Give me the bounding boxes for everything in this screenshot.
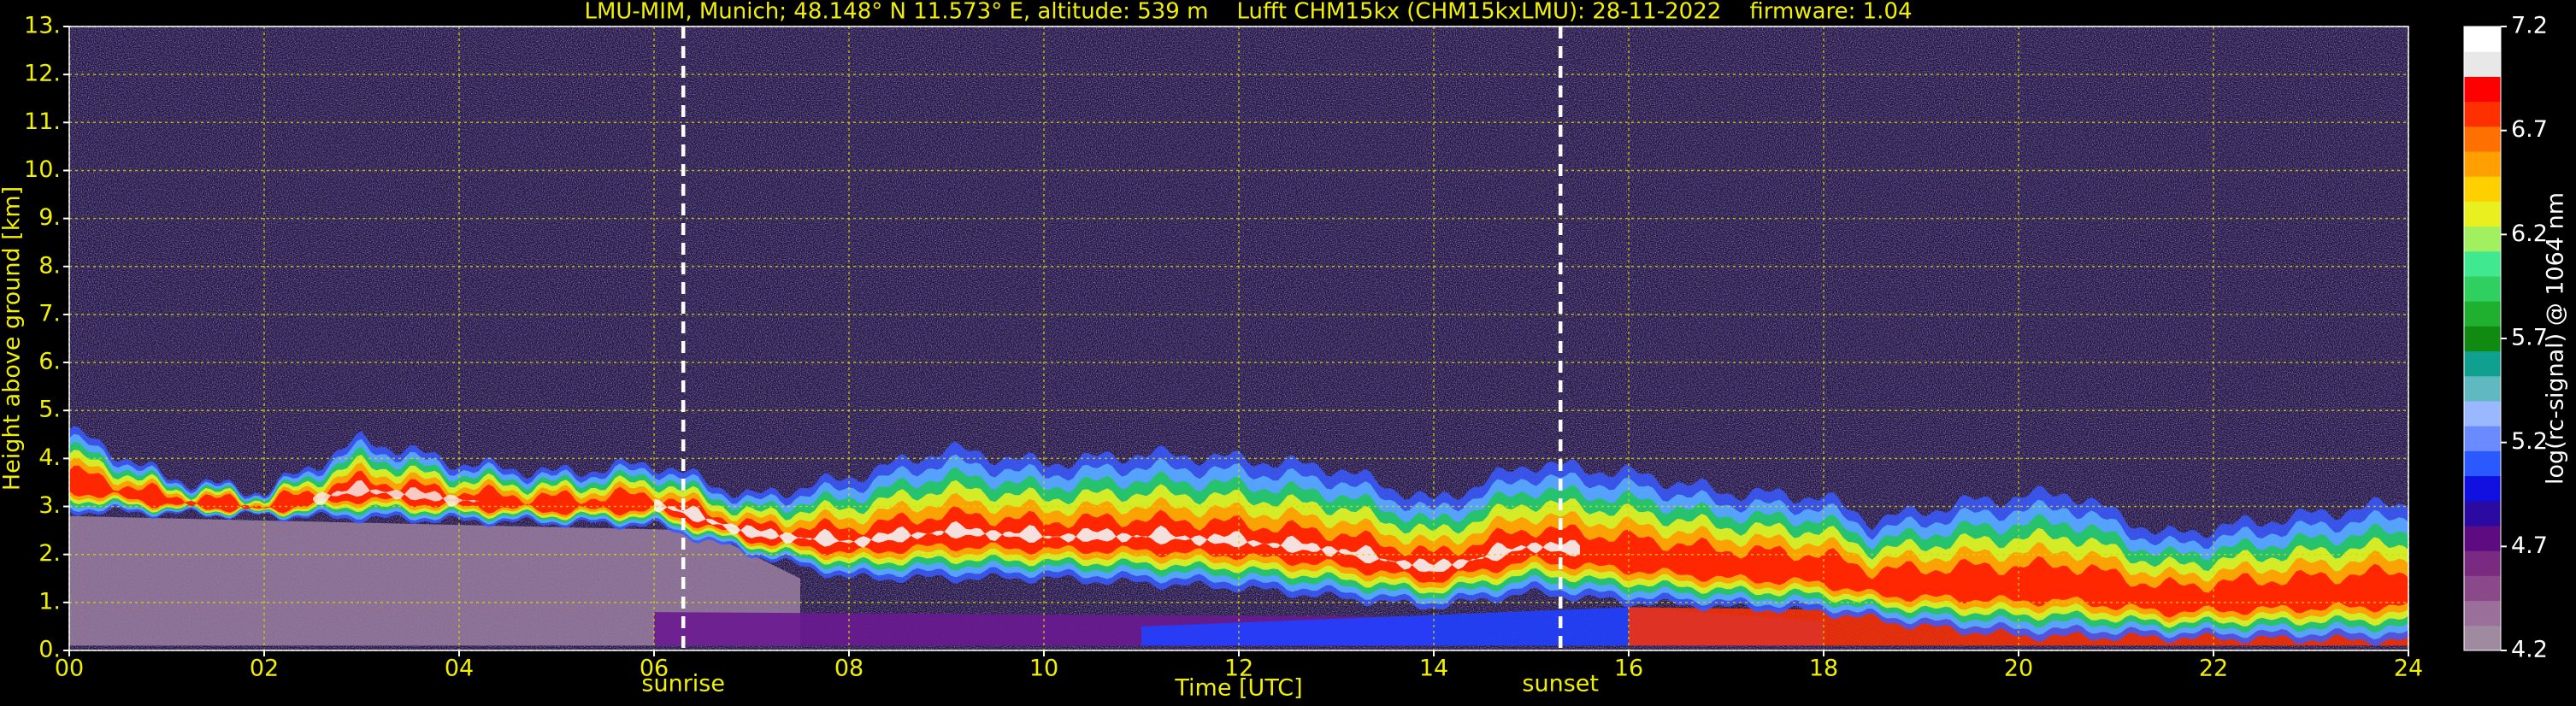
x-tick-label: 24 [2394, 656, 2423, 682]
y-tick-label: 13. [24, 13, 61, 39]
x-tick-label: 10 [1029, 656, 1058, 682]
colorbar-tick-label: 4.7 [2511, 532, 2548, 559]
y-axis-label: Height above ground [km] [0, 186, 26, 491]
heatmap-region [69, 515, 800, 646]
heatmap-layer [313, 479, 479, 507]
colorbar-tick-label: 7.2 [2511, 13, 2548, 39]
x-tick-label: 04 [445, 656, 474, 682]
x-tick-label: 22 [2199, 656, 2228, 682]
colorbar-segment [2464, 350, 2501, 377]
colorbar-segment [2464, 550, 2501, 576]
axes: 00 02 04 06 08 10 12 14 16 18 20 22 24 0. 1. 2. 3. 4. 5. 6.… [24, 13, 2548, 697]
colorbar-segment [2464, 600, 2501, 627]
y-tick-label: 0. [38, 637, 61, 663]
y-tick-label: 12. [24, 61, 61, 87]
colorbar-segment [2464, 500, 2501, 527]
x-tick-label: 12 [1224, 656, 1253, 682]
x-tick-label: 16 [1614, 656, 1643, 682]
x-tick-label: 20 [2004, 656, 2033, 682]
annotation-label: sunrise [641, 671, 725, 697]
colorbar-segment [2464, 151, 2501, 177]
y-tick-label: 10. [24, 156, 61, 183]
chart-title: LMU-MIM, Munich; 48.148° N 11.573° E, al… [584, 0, 1912, 25]
colorbar-segment [2464, 401, 2501, 427]
colorbar-segment [2464, 76, 2501, 103]
colorbar-segment [2464, 575, 2501, 602]
colorbar-segment [2464, 51, 2501, 77]
colorbar-segment [2464, 301, 2501, 327]
heatmap-layer [654, 498, 1580, 573]
colorbar-segment [2464, 250, 2501, 277]
colorbar-segment [2464, 201, 2501, 227]
colorbar-tick-label: 4.2 [2511, 637, 2548, 663]
plot-frame [68, 26, 2409, 651]
y-tick-label: 3. [38, 492, 61, 519]
colorbar-label: log(rc-signal) @ 1064 nm [2543, 192, 2569, 485]
colorbar-segment [2464, 226, 2501, 252]
x-tick-label: 02 [250, 656, 279, 682]
y-tick-label: 5. [38, 397, 61, 423]
colorbar-segment [2464, 101, 2501, 127]
y-tick-label: 2. [38, 540, 61, 567]
x-tick-label: 14 [1419, 656, 1448, 682]
colorbar-segment [2464, 625, 2501, 651]
colorbar-segment [2464, 126, 2501, 152]
colorbar-segment [2464, 526, 2501, 551]
colorbar-tick-label: 5.7 [2511, 325, 2548, 351]
annotation-label: sunset [1522, 671, 1599, 697]
y-tick-label: 6. [38, 349, 61, 375]
colorbar-tick-label: 6.2 [2511, 221, 2548, 247]
y-tick-label: 8. [38, 252, 61, 279]
x-tick-label: 00 [55, 656, 84, 682]
y-tick-label: 4. [38, 444, 61, 471]
colorbar-segment [2464, 276, 2501, 302]
x-tick-label: 18 [1809, 656, 1838, 682]
colorbar-segment [2464, 375, 2501, 402]
colorbar-segment [2464, 475, 2501, 502]
y-tick-label: 9. [38, 204, 61, 231]
colorbar-segment [2464, 176, 2501, 202]
colorbar-segment [2464, 450, 2501, 477]
y-tick-label: 7. [38, 300, 61, 327]
y-tick-label: 11. [24, 109, 61, 135]
colorbar-segment [2464, 26, 2501, 52]
colorbar-segment [2464, 426, 2501, 451]
x-axis-label: Time [UTC] [1174, 675, 1302, 702]
colorbar-tick-label: 5.2 [2511, 428, 2548, 455]
x-tick-label: 06 [640, 656, 669, 682]
x-tick-label: 08 [834, 656, 864, 682]
colorbar-segment [2464, 326, 2501, 352]
y-tick-label: 1. [38, 588, 61, 615]
colorbar-tick-label: 6.7 [2511, 116, 2548, 143]
